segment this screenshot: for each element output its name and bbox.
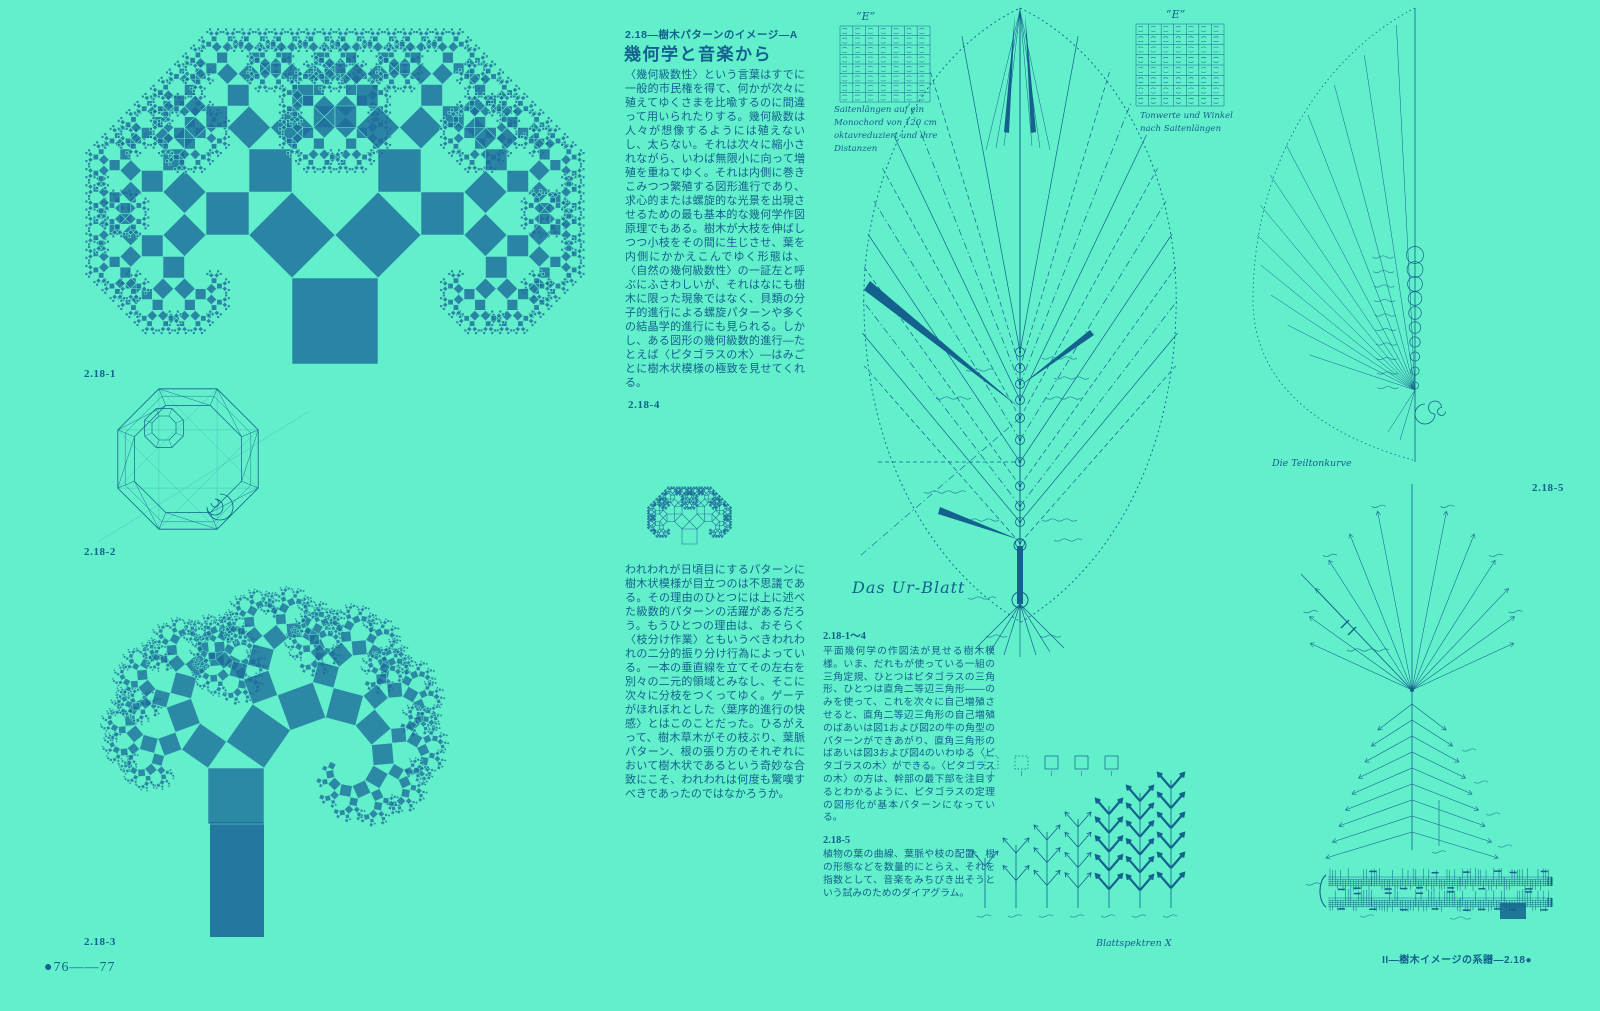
figure-small-tree-4 (612, 386, 782, 561)
table-left-label: “E” (856, 10, 876, 23)
page-number: ●76——77 (44, 960, 116, 975)
table-right-label: “E” (1166, 8, 1186, 21)
figure-music-score (1300, 800, 1560, 945)
figure-caption-2: 2.18-2 (84, 546, 117, 558)
spectra-title: Blattspektren X (1096, 938, 1172, 949)
article-paragraph-1: 〈幾何級数性〉という言葉はすでに一般的市民権を得て、何かが次々に殖えてゆくさまを… (625, 69, 805, 389)
figure-teiltonkurve (1228, 0, 1578, 478)
figure-caption-4: 2.18-4 (628, 399, 661, 411)
table-left-caption: Saitenlängen auf ein Monochord von 120 c… (834, 105, 938, 154)
note-1-title: 2.18-1〜4 (823, 631, 866, 642)
figure-urblatt-leaf-diagram (818, 0, 1225, 665)
article-title: 幾何学と音楽から (624, 45, 772, 64)
figure-pythagoras-tree-1 (52, 4, 622, 372)
figure-caption-1: 2.18-1 (84, 368, 117, 380)
notes-column: 2.18-1〜4 平面幾何学の作図法が見せる樹木模様。いま、だれもが使っている一… (823, 628, 995, 900)
note-1-body: 平面幾何学の作図法が見せる樹木模様。いま、だれもが使っている一組の三角定規、ひと… (823, 646, 995, 824)
leaf-title: Das Ur-Blatt (852, 578, 966, 597)
figure-tone-tree (1285, 478, 1560, 873)
figure-caption-5: 2.18-5 (1532, 482, 1565, 494)
note-2-title: 2.18-5 (823, 835, 851, 847)
article-paragraph-2: われわれが日頃目にするパターンに樹木状模様が目立つのは不思議である。その理由のひ… (625, 564, 805, 800)
figure-caption-3: 2.18-3 (84, 936, 117, 948)
note-2-body: 植物の葉の曲線、葉脈や枝の配置、根の形態などを数量的にとらえ、それを指数として、… (823, 849, 995, 899)
article-kicker: 2.18—樹木パターンのイメージ—A (625, 29, 798, 41)
table-right-caption: Tonwerte und Winkel nach Saitenlängen (1140, 111, 1233, 134)
figure-spiral-tree-3 (22, 522, 602, 942)
running-title: II—樹木イメージの系譜—2.18● (1382, 955, 1532, 966)
curve-title: Die Teiltonkurve (1272, 458, 1352, 469)
figure-horn-wireframe-2 (68, 382, 340, 554)
figure-leaf-spectra (970, 740, 1200, 945)
